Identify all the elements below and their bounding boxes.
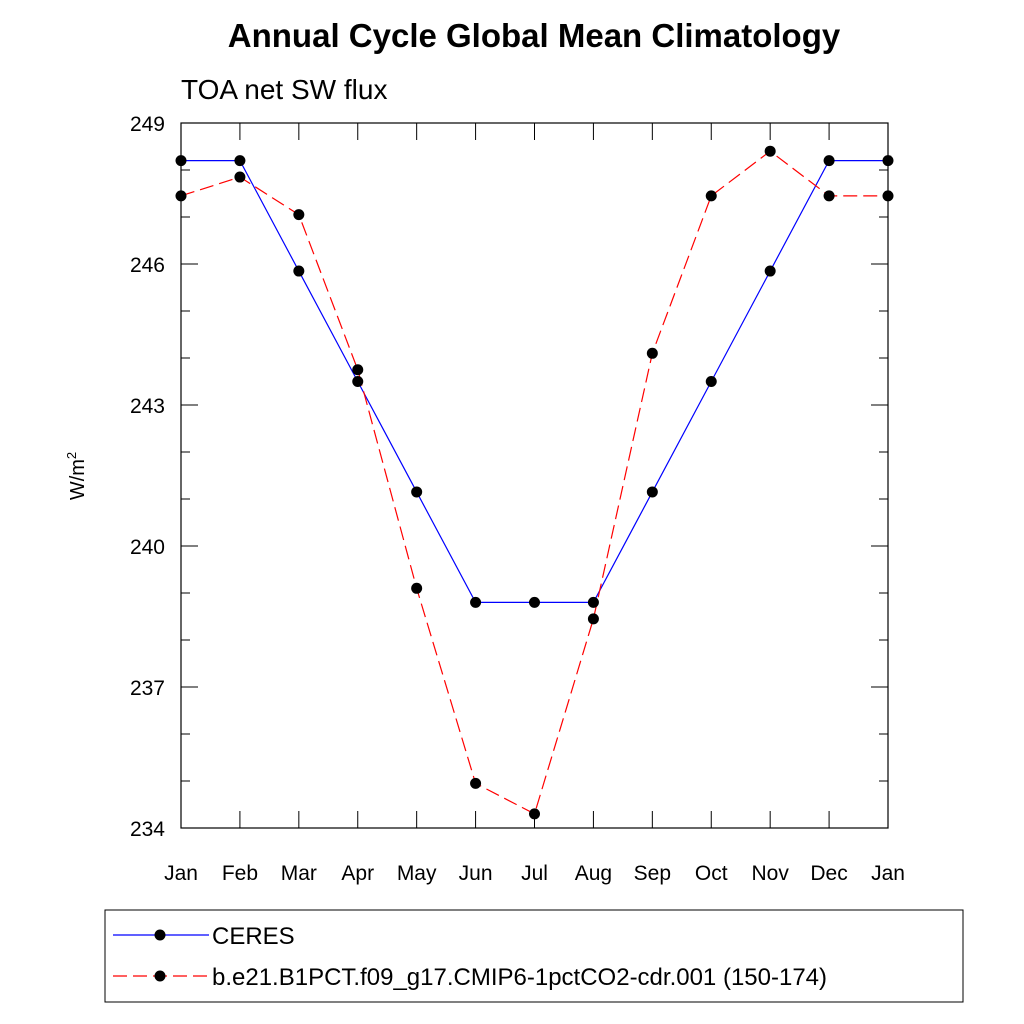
series-1-point (587, 613, 599, 625)
series-1-point (411, 582, 423, 594)
series-0-point (352, 376, 364, 387)
y-axis-label: W/m2 (64, 452, 89, 500)
series-1-point (823, 190, 835, 202)
series-1-point (470, 777, 482, 789)
series-1-point (175, 190, 187, 202)
legend-label-model: b.e21.B1PCT.f09_g17.CMIP6-1pctCO2-cdr.00… (212, 964, 827, 991)
plot-frame (180, 122, 889, 829)
chart-title: Annual Cycle Global Mean Climatology (228, 17, 841, 54)
series-1-point (352, 364, 364, 376)
series-1-point (293, 209, 305, 221)
x-tick-label: Feb (222, 862, 258, 885)
series-1-point (646, 347, 658, 359)
x-tick-label: Sep (634, 862, 671, 885)
y-tick-label: 243 (130, 395, 165, 418)
x-axis: Jan Feb Mar Apr May Jun Jul Aug Sep Oct Nov Dec Jan (164, 123, 905, 885)
series-line-1 (180, 150, 888, 815)
legend-item-ceres: CERES (113, 923, 295, 950)
series-0-point (705, 376, 717, 387)
legend-marker-model (154, 970, 166, 982)
series-group (175, 145, 894, 820)
series-1-point (234, 171, 246, 183)
y-tick-label: 234 (130, 818, 165, 841)
x-tick-label: Oct (695, 862, 728, 885)
series-0-point (470, 596, 482, 608)
x-tick-label: Apr (341, 862, 374, 885)
legend-box (104, 909, 964, 1003)
series-0-point (587, 596, 599, 608)
legend-marker-ceres (154, 929, 166, 941)
y-tick-label: 237 (130, 677, 165, 700)
series-0-point (411, 486, 423, 498)
series-0-point (823, 155, 835, 167)
x-tick-label: Jan (164, 862, 198, 885)
x-tick-label: Mar (281, 862, 317, 885)
series-0-point (882, 155, 894, 167)
series-0-point (293, 265, 305, 277)
series-0-point (234, 155, 246, 167)
y-tick-label: 249 (130, 113, 165, 136)
series-0-point (646, 486, 658, 498)
series-1-point (764, 145, 776, 157)
legend-item-model: b.e21.B1PCT.f09_g17.CMIP6-1pctCO2-cdr.00… (113, 964, 827, 991)
series-0-point (529, 596, 540, 608)
x-tick-label: Jul (521, 862, 548, 885)
y-tick-label: 240 (130, 536, 165, 559)
series-0-point (175, 155, 187, 167)
series-line-0 (181, 160, 888, 604)
series-0-point (764, 265, 776, 277)
y-axis: 234 237 240 243 246 249 (130, 113, 888, 841)
series-1-point (882, 190, 894, 202)
x-tick-label: May (397, 862, 437, 885)
y-tick-label: 246 (130, 254, 165, 277)
x-tick-label: Aug (575, 862, 612, 885)
series-1-point (705, 190, 717, 202)
legend-label-ceres: CERES (212, 923, 295, 950)
x-tick-label: Jan (871, 862, 905, 885)
plot-area: 234 237 240 243 246 249 Jan Feb Mar Apr May Jun Jul… (130, 113, 905, 885)
x-tick-label: Jun (459, 862, 493, 885)
legend: CERES b.e21.B1PCT.f09_g17.CMIP6-1pctCO2-… (104, 909, 964, 1003)
chart-subtitle: TOA net SW flux (181, 74, 387, 105)
series-1-point (529, 808, 540, 820)
x-tick-label: Nov (751, 862, 789, 885)
x-tick-label: Dec (810, 862, 847, 885)
